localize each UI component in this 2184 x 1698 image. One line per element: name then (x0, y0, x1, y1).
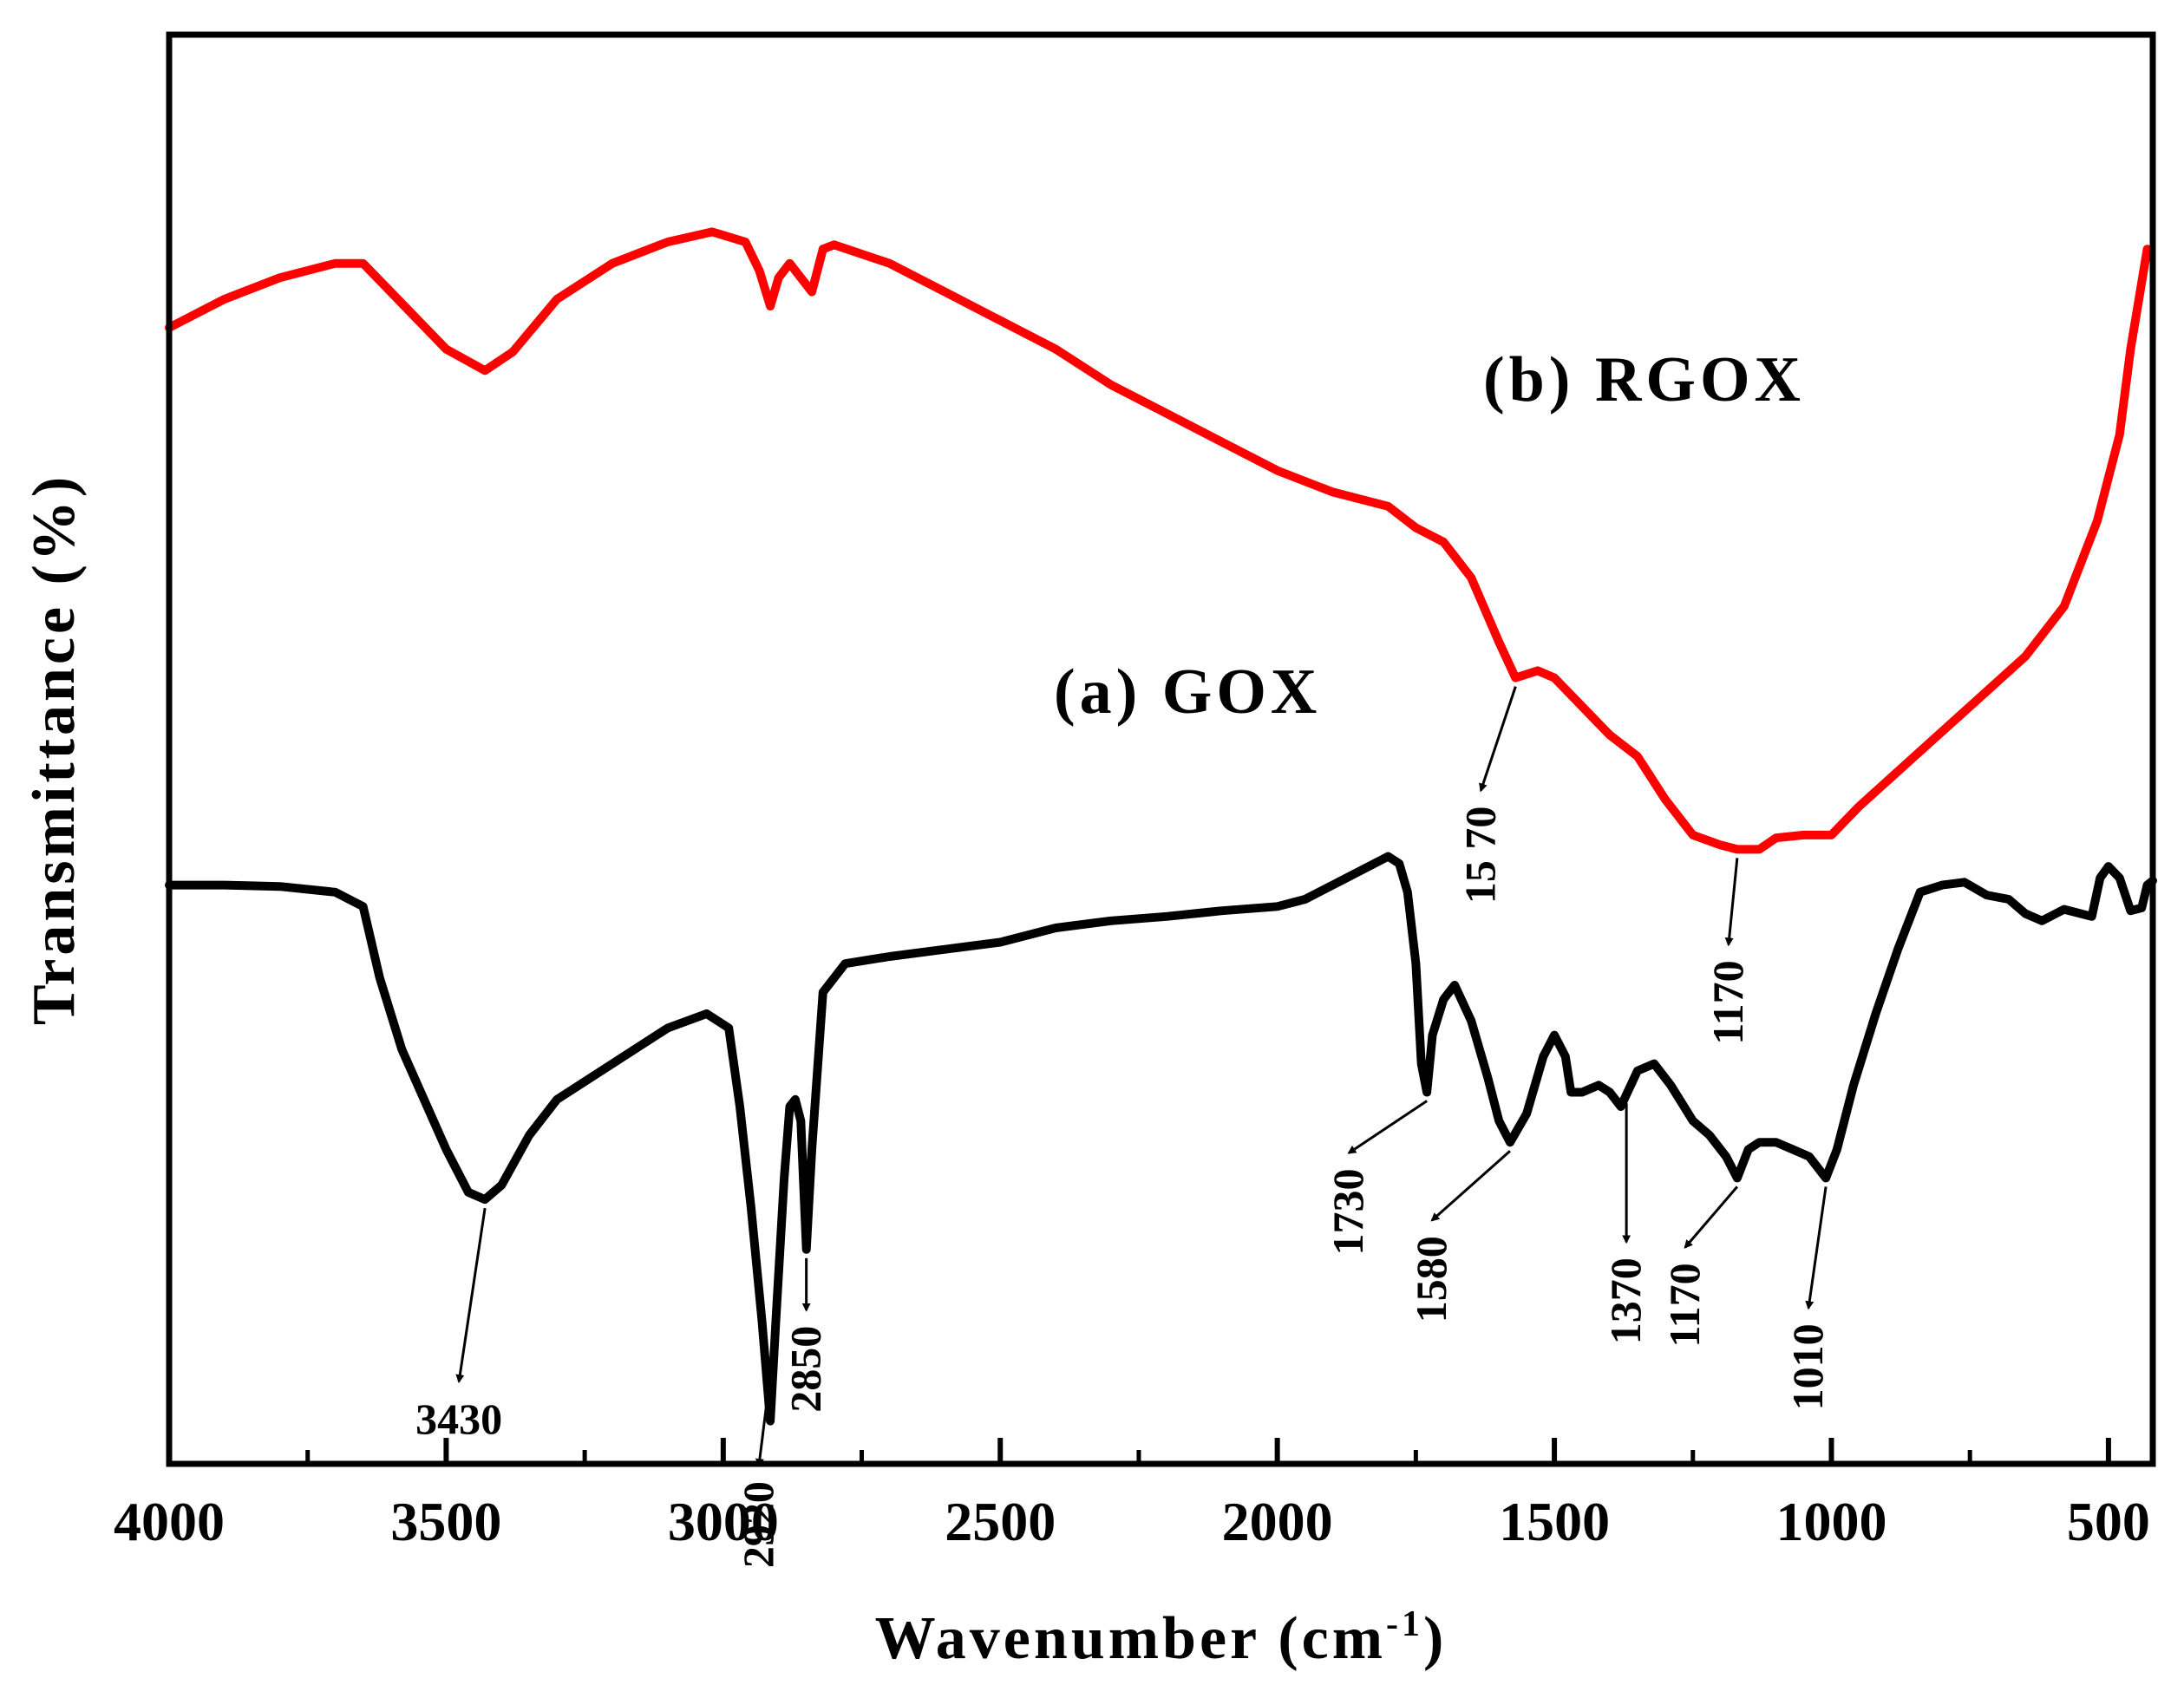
annotation-label: 1370 (1601, 1257, 1650, 1344)
x-axis-title-close: ) (1423, 1605, 1447, 1672)
x-tick-label: 500 (2067, 1491, 2150, 1552)
annotation-arrow (755, 1395, 769, 1468)
annotation-label: 1580 (1407, 1236, 1455, 1322)
series-label-gox: (a) GOX (1054, 656, 1321, 728)
x-tick-label: 1000 (1775, 1491, 1886, 1552)
annotation-label: 2920 (734, 1481, 782, 1568)
annotation-label: 1730 (1324, 1169, 1372, 1256)
series-line-gox (165, 852, 2157, 1426)
annotation-arrow (455, 1207, 487, 1384)
plot-area (165, 227, 2157, 1426)
series-line-rgox (165, 227, 2152, 854)
annotation-arrow (1724, 858, 1739, 947)
x-tick-label: 2000 (1222, 1491, 1333, 1552)
annotation-arrow (1479, 686, 1517, 793)
annotation-label: 1170 (1703, 960, 1752, 1044)
annotation-label: 2850 (781, 1326, 830, 1413)
x-axis-title-superscript: -1 (1386, 1604, 1423, 1644)
x-tick-label: 2500 (945, 1491, 1056, 1552)
x-axis-title: Wavenumber (cm-1) (875, 1604, 1448, 1672)
x-tick-label: 1500 (1499, 1491, 1610, 1552)
plot-frame (166, 31, 2156, 1467)
annotation-label: 1010 (1783, 1323, 1832, 1410)
series-label-rgox: (b) RGOX (1483, 344, 1805, 415)
annotation-label: 15 70 (1455, 807, 1504, 905)
annotation-arrow (1684, 1185, 1739, 1249)
x-axis-title-main: Wavenumber (cm (875, 1605, 1386, 1672)
annotation-arrow (1430, 1150, 1511, 1222)
x-tick-label: 3500 (390, 1491, 501, 1552)
y-axis-title: Transmittance (%) (21, 473, 88, 1025)
annotation-arrow (1347, 1100, 1428, 1154)
x-tick-label: 3000 (668, 1491, 779, 1552)
annotation-label: 3430 (415, 1394, 502, 1443)
annotation-arrow (1805, 1186, 1828, 1310)
x-axis-ticks: 4000 3500 3000 2500 2000 1500 1000 500 (114, 1438, 2150, 1552)
x-tick-label: 4000 (114, 1491, 225, 1552)
annotation-label: 1170 (1660, 1263, 1709, 1347)
